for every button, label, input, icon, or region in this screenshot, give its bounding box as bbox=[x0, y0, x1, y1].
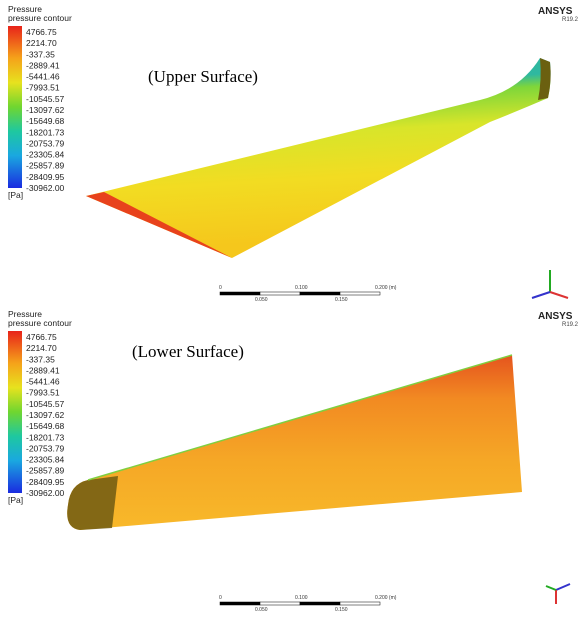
legend-level: 4766.75 bbox=[26, 332, 57, 342]
legend-level: -337.35 bbox=[26, 49, 55, 59]
scale-segment bbox=[260, 602, 300, 605]
scale-segment bbox=[260, 292, 300, 295]
legend-level: -2889.41 bbox=[26, 60, 60, 70]
wing-lower bbox=[67, 355, 522, 530]
legend-level: -7993.51 bbox=[26, 388, 60, 398]
brand: ANSYS bbox=[538, 311, 573, 322]
legend-level: -25857.89 bbox=[26, 161, 65, 171]
scale-segment bbox=[220, 602, 260, 605]
scale-segment bbox=[300, 602, 340, 605]
scale-label: 0.150 bbox=[335, 297, 348, 303]
scale-segment bbox=[340, 602, 380, 605]
figure: Pressurepressure contour4766.752214.70-3… bbox=[0, 0, 584, 619]
legend-level: -23305.84 bbox=[26, 455, 65, 465]
legend-level: -2889.41 bbox=[26, 365, 60, 375]
legend-level: -18201.73 bbox=[26, 432, 65, 442]
legend-level: -20753.79 bbox=[26, 138, 65, 148]
legend-level: -28409.95 bbox=[26, 477, 65, 487]
scale-label: 0.050 bbox=[255, 607, 268, 613]
legend-level: -5441.46 bbox=[26, 377, 60, 387]
version: R19.2 bbox=[562, 322, 579, 328]
legend-level: 2214.70 bbox=[26, 38, 57, 48]
wing-upper bbox=[86, 58, 551, 258]
surface-label: (Lower Surface) bbox=[132, 342, 244, 361]
scale-label: 0.200 (m) bbox=[375, 285, 397, 291]
scale-label: 0.150 bbox=[335, 607, 348, 613]
legend-level: -18201.73 bbox=[26, 127, 65, 137]
scale-segment bbox=[340, 292, 380, 295]
legend-unit: [Pa] bbox=[8, 495, 23, 505]
scale-label: 0.100 bbox=[295, 285, 308, 291]
scale-label: 0.100 bbox=[295, 595, 308, 601]
legend-level: -13097.62 bbox=[26, 410, 65, 420]
scale-segment bbox=[300, 292, 340, 295]
legend-level: -5441.46 bbox=[26, 72, 60, 82]
legend-level: 2214.70 bbox=[26, 343, 57, 353]
legend-level: -25857.89 bbox=[26, 466, 65, 476]
legend-level: -10545.57 bbox=[26, 94, 65, 104]
scale-label: 0.200 (m) bbox=[375, 595, 397, 601]
brand: ANSYS bbox=[538, 6, 573, 17]
legend-level: -15649.68 bbox=[26, 116, 65, 126]
scale-label: 0 bbox=[219, 595, 222, 601]
color-bar bbox=[8, 26, 22, 188]
color-bar bbox=[8, 331, 22, 493]
legend-level: -28409.95 bbox=[26, 172, 65, 182]
version: R19.2 bbox=[562, 17, 579, 23]
legend-level: -15649.68 bbox=[26, 421, 65, 431]
surface-label: (Upper Surface) bbox=[148, 67, 258, 86]
wing-root bbox=[67, 476, 118, 530]
legend-unit: [Pa] bbox=[8, 190, 23, 200]
legend-level: -23305.84 bbox=[26, 150, 65, 160]
legend-level: -30962.00 bbox=[26, 183, 65, 193]
legend-subtitle: pressure contour bbox=[8, 318, 72, 328]
legend-level: -10545.57 bbox=[26, 399, 65, 409]
scale-label: 0 bbox=[219, 285, 222, 291]
legend-level: -13097.62 bbox=[26, 105, 65, 115]
legend-subtitle: pressure contour bbox=[8, 13, 72, 23]
legend-level: -337.35 bbox=[26, 354, 55, 364]
legend-level: 4766.75 bbox=[26, 27, 57, 37]
legend-level: -20753.79 bbox=[26, 443, 65, 453]
scale-label: 0.050 bbox=[255, 297, 268, 303]
legend-level: -30962.00 bbox=[26, 488, 65, 498]
scale-segment bbox=[220, 292, 260, 295]
legend-level: -7993.51 bbox=[26, 83, 60, 93]
